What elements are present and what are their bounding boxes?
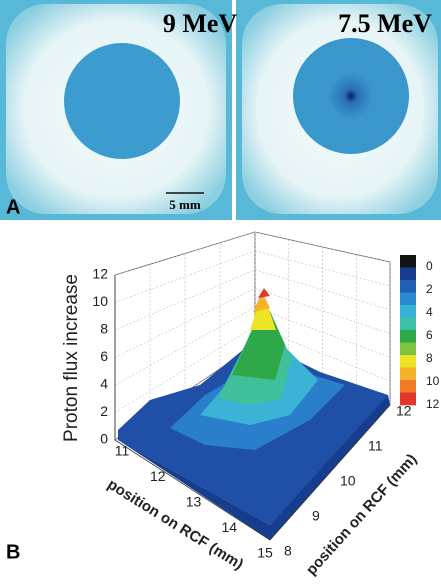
z-tick-label: 10 [92, 293, 108, 309]
z-tick-label: 2 [100, 403, 108, 419]
z-tick-label: 6 [100, 348, 108, 364]
energy-label: 7.5 MeV [338, 9, 432, 38]
colorbar-tick-label: 12 [426, 397, 440, 411]
y-tick-label: 10 [340, 473, 356, 489]
colorbar-tick-label: 8 [426, 351, 433, 365]
colorbar-swatch [400, 355, 416, 368]
colorbar: 0 2 4 6 8 10 12 [400, 255, 440, 411]
colorbar-tick-label: 0 [426, 259, 433, 273]
panel-label: B [6, 541, 20, 563]
figure-canvas: 9 MeV 7.5 MeV 5 mm A 0 2 4 6 8 10 12 11 12 13 14 15… [0, 0, 441, 586]
figure: 9 MeV 7.5 MeV 5 mm A 0 2 4 6 8 10 12 11 12 13 14 15… [0, 0, 441, 586]
scale-label: 5 mm [169, 197, 201, 212]
colorbar-swatch [400, 255, 416, 268]
z-tick-label: 4 [100, 376, 108, 392]
colorbar-tick-label: 10 [426, 374, 440, 388]
colorbar-swatch [400, 393, 416, 406]
colorbar-tick-label: 4 [426, 305, 433, 319]
x-tick-label: 11 [115, 443, 130, 459]
x-tick-label: 14 [221, 519, 237, 535]
x-tick-label: 12 [150, 468, 166, 484]
colorbar-swatch [400, 293, 416, 306]
colorbar-tick-label: 2 [426, 282, 433, 296]
z-tick-label: 12 [92, 266, 108, 282]
colorbar-swatch [400, 380, 416, 393]
colorbar-swatch [400, 305, 416, 318]
colorbar-swatch [400, 343, 416, 356]
z-tick-label: 8 [100, 321, 108, 337]
z-tick-label: 0 [100, 431, 108, 447]
colorbar-swatch [400, 268, 416, 281]
y-tick-label: 11 [368, 438, 383, 454]
energy-label: 9 MeV [163, 9, 238, 38]
x-tick-label: 13 [186, 494, 202, 510]
colorbar-swatch [400, 368, 416, 381]
y-tick-label: 9 [312, 508, 320, 524]
panel-label: A [6, 196, 20, 218]
colorbar-swatch [400, 318, 416, 331]
colorbar-swatch [400, 330, 416, 343]
colorbar-swatch [400, 280, 416, 293]
colorbar-tick-label: 6 [426, 328, 433, 342]
z-axis-label: Proton flux increase [61, 274, 82, 442]
y-tick-label: 8 [284, 543, 292, 559]
x-tick-label: 15 [257, 545, 273, 561]
